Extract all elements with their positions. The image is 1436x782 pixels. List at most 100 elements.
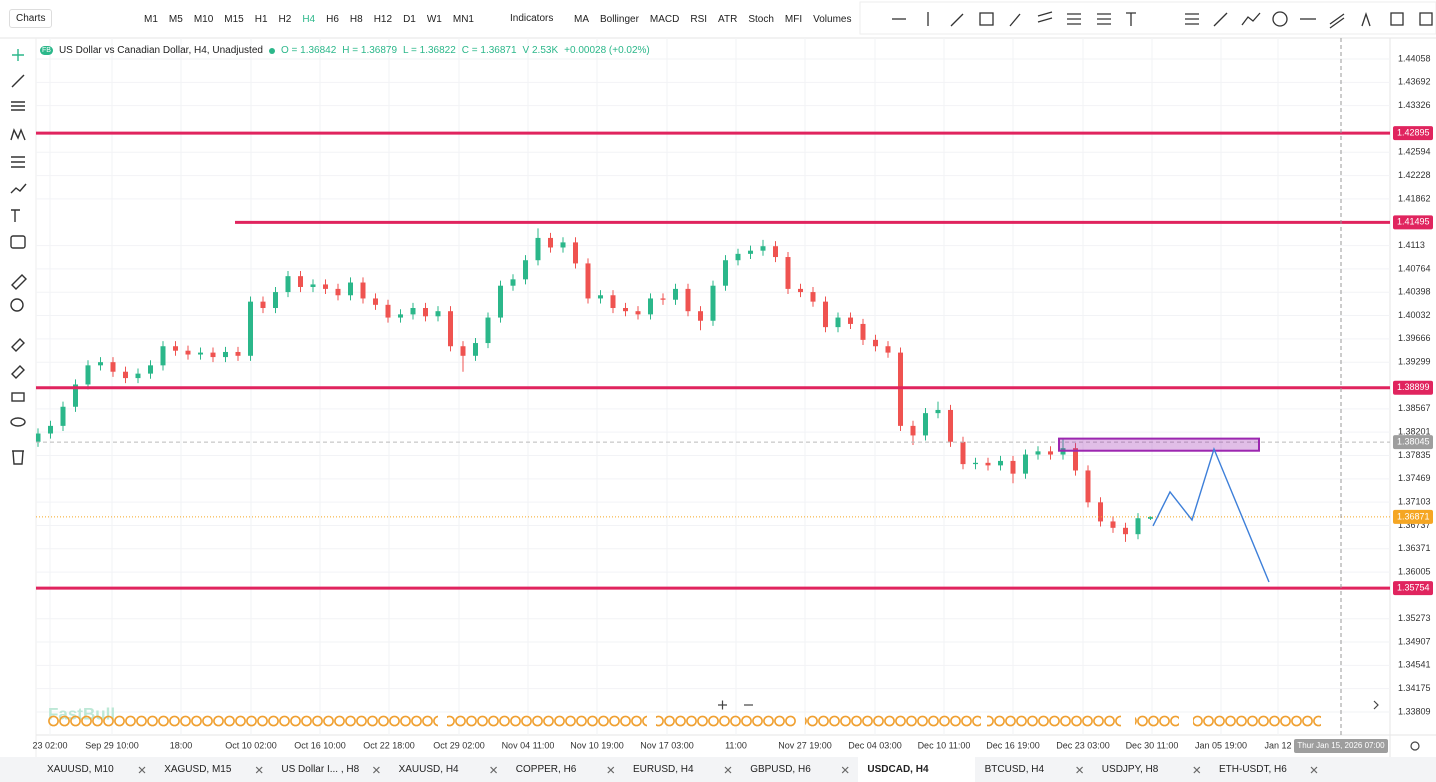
emoji-tool[interactable]: [10, 235, 26, 249]
indicator[interactable]: Volumes: [813, 13, 852, 25]
crosshair-tool[interactable]: [12, 49, 24, 61]
tab[interactable]: USDCAD, H4: [858, 757, 976, 782]
delete-tool[interactable]: [12, 450, 24, 465]
candle-body: [160, 346, 166, 366]
settings[interactable]: [1410, 741, 1420, 751]
tab[interactable]: BTCUSD, H4: [976, 757, 1093, 782]
tab[interactable]: XAUUSD, H4: [390, 757, 507, 782]
candle-body: [335, 288, 341, 296]
x-tick-label: Nov 10 19:00: [570, 740, 624, 750]
timeframe[interactable]: H6: [326, 13, 339, 25]
timeframe[interactable]: M15: [224, 13, 244, 25]
candle-body: [935, 409, 941, 414]
legend-item: C = 1.36871: [461, 45, 517, 56]
zoom-tool[interactable]: [10, 298, 24, 312]
projection: [1152, 446, 1270, 583]
candle-body: [1085, 470, 1091, 503]
x-tick-label: Oct 10 02:00: [225, 740, 277, 750]
price-badge-label: 1.35754: [1397, 582, 1430, 592]
tab-close[interactable]: [138, 766, 146, 774]
tab[interactable]: COPPER, H6: [507, 757, 624, 782]
indicator[interactable]: MFI: [784, 13, 803, 25]
indicator[interactable]: MA: [574, 13, 589, 25]
timeframe[interactable]: MN1: [452, 13, 474, 25]
candle-body: [36, 433, 41, 442]
y-tick-label: 1.37469: [1398, 473, 1431, 483]
lock-draw-tool[interactable]: [11, 365, 25, 379]
tab[interactable]: XAUUSD, M10: [38, 757, 155, 782]
y-tick-label: 1.41862: [1398, 193, 1431, 203]
price-badge: [1393, 380, 1433, 395]
price-badge-label: 1.38045: [1397, 436, 1430, 446]
y-tick-label: 1.38201: [1398, 427, 1431, 437]
tab-label: ETH-USDT, H6: [1219, 764, 1287, 775]
timeframe[interactable]: H1: [254, 13, 268, 25]
tab[interactable]: EURUSD, H4: [624, 757, 741, 782]
scroll-right[interactable]: [1373, 700, 1379, 710]
candle-body: [823, 301, 828, 328]
timeframe[interactable]: H12: [373, 13, 393, 25]
tab[interactable]: XAGUSD, M15: [155, 757, 272, 782]
candle-body: [1023, 454, 1028, 474]
candle-body: [310, 284, 316, 287]
tab-close[interactable]: [841, 766, 849, 774]
timeframe[interactable]: M1: [144, 13, 158, 25]
timeframe[interactable]: H8: [349, 13, 363, 25]
tab-close[interactable]: [490, 766, 498, 774]
tab-close[interactable]: [255, 766, 263, 774]
tab-close[interactable]: [1076, 766, 1084, 774]
candle-body: [598, 295, 603, 299]
timeframe[interactable]: H2: [278, 13, 292, 25]
tab-close[interactable]: [1310, 766, 1318, 774]
timeframe[interactable]: W1: [426, 13, 442, 25]
timeframe[interactable]: H4: [302, 13, 316, 25]
tab-label: EURUSD, H4: [633, 764, 694, 775]
candle-body: [673, 288, 678, 300]
tab-close[interactable]: [372, 766, 380, 774]
candle-body: [448, 311, 453, 347]
candle-body: [660, 298, 666, 300]
logo-badge: FB: [40, 46, 53, 55]
magnet-tool[interactable]: [11, 338, 25, 352]
candle-body: [760, 246, 766, 251]
timeframe[interactable]: M5: [168, 13, 183, 25]
y-tick-label: 1.39666: [1398, 333, 1431, 343]
tab[interactable]: US Dollar I... , H8: [272, 757, 389, 782]
ruler-tool[interactable]: [11, 274, 27, 290]
timeframe[interactable]: D1: [403, 13, 416, 25]
tab-close[interactable]: [607, 766, 615, 774]
indicator[interactable]: Stoch: [748, 13, 774, 25]
x-tick-label: Nov 27 19:00: [778, 740, 832, 750]
lock-tool[interactable]: [11, 392, 25, 402]
text-tool[interactable]: [11, 209, 20, 222]
indicators-menu[interactable]: Indicators: [510, 13, 554, 24]
line-tool[interactable]: [11, 74, 25, 88]
indicator[interactable]: MACD: [649, 13, 680, 25]
visibility-tool[interactable]: [10, 417, 26, 427]
tab-close[interactable]: [1193, 766, 1201, 774]
y-tick-label: 1.36005: [1398, 566, 1431, 576]
pattern-tool[interactable]: [10, 128, 26, 141]
y-tick-label: 1.43692: [1398, 77, 1431, 87]
indicators: MA Bollinger MACD RSI ATR Stoch MFI Volumes: [574, 0, 851, 38]
candle-body: [685, 288, 691, 312]
tab[interactable]: USDJPY, H8: [1093, 757, 1210, 782]
path-tool[interactable]: [10, 183, 27, 194]
tab-label: USDCAD, H4: [867, 764, 929, 775]
candle-body: [385, 304, 391, 318]
timeframe[interactable]: M10: [193, 13, 214, 25]
symbol-menu[interactable]: Charts: [9, 9, 53, 28]
legend-item: +0.00028 (+0.02%): [564, 45, 650, 56]
indicator[interactable]: ATR: [718, 13, 738, 25]
indicator[interactable]: Bollinger: [600, 13, 639, 25]
candle-body: [748, 250, 753, 254]
tab[interactable]: GBPUSD, H6: [741, 757, 858, 782]
fib-tool[interactable]: [11, 156, 25, 168]
tab-close[interactable]: [724, 766, 732, 774]
zoom-in[interactable]: [718, 700, 727, 710]
tab[interactable]: ETH-USDT, H6: [1210, 757, 1327, 782]
candle-body: [560, 242, 566, 248]
legend-item: O = 1.36842: [280, 45, 337, 56]
indicator[interactable]: RSI: [690, 13, 708, 25]
channel-tool[interactable]: [11, 101, 25, 111]
